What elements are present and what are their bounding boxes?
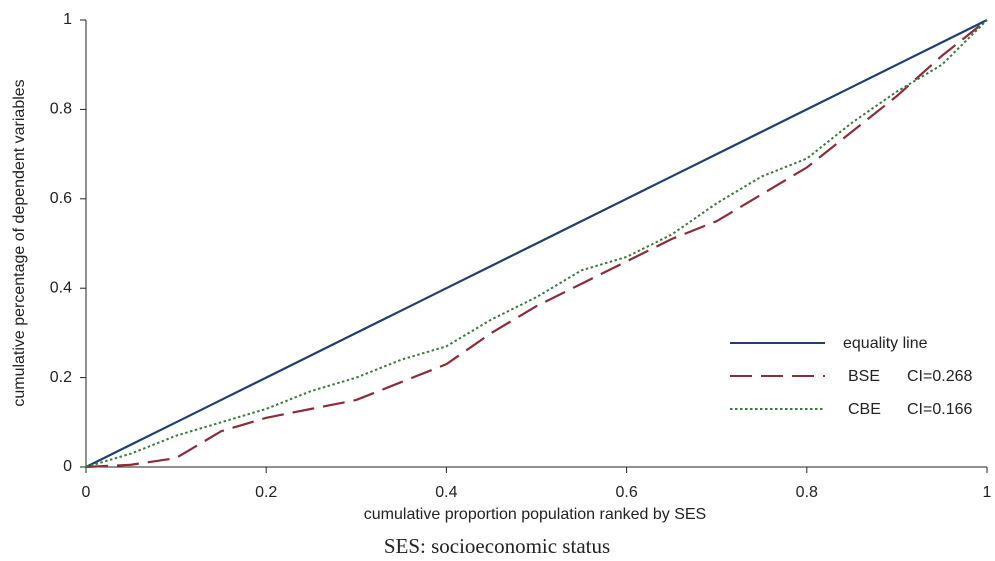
x-tick-label: 0.2	[255, 484, 277, 501]
legend-label: CBE	[848, 401, 881, 418]
legend-label: BSE	[848, 368, 880, 385]
legend-note: CI=0.166	[907, 401, 972, 418]
caption: SES: socioeconomic status	[384, 534, 610, 558]
legend-label: equality line	[843, 335, 928, 352]
legend-note: CI=0.268	[907, 368, 972, 385]
y-tick-label: 0.2	[50, 369, 72, 386]
x-tick-label: 0.6	[615, 484, 637, 501]
y-axis-label: cumulative percentage of dependent varia…	[11, 79, 28, 406]
y-tick-label: 0	[63, 458, 72, 475]
x-tick-label: 0	[82, 484, 91, 501]
y-tick-label: 1	[63, 11, 72, 28]
x-tick-label: 0.8	[796, 484, 818, 501]
x-axis-label: cumulative proportion population ranked …	[364, 506, 706, 523]
series-line	[85, 19, 988, 468]
y-tick-label: 0.6	[50, 190, 72, 207]
y-tick-label: 0.4	[50, 279, 72, 296]
y-tick-label: 0.8	[50, 101, 72, 118]
x-tick-label: 0.4	[435, 484, 457, 501]
series-line	[85, 19, 988, 468]
x-tick-label: 1	[983, 484, 992, 501]
series-line	[85, 19, 988, 469]
